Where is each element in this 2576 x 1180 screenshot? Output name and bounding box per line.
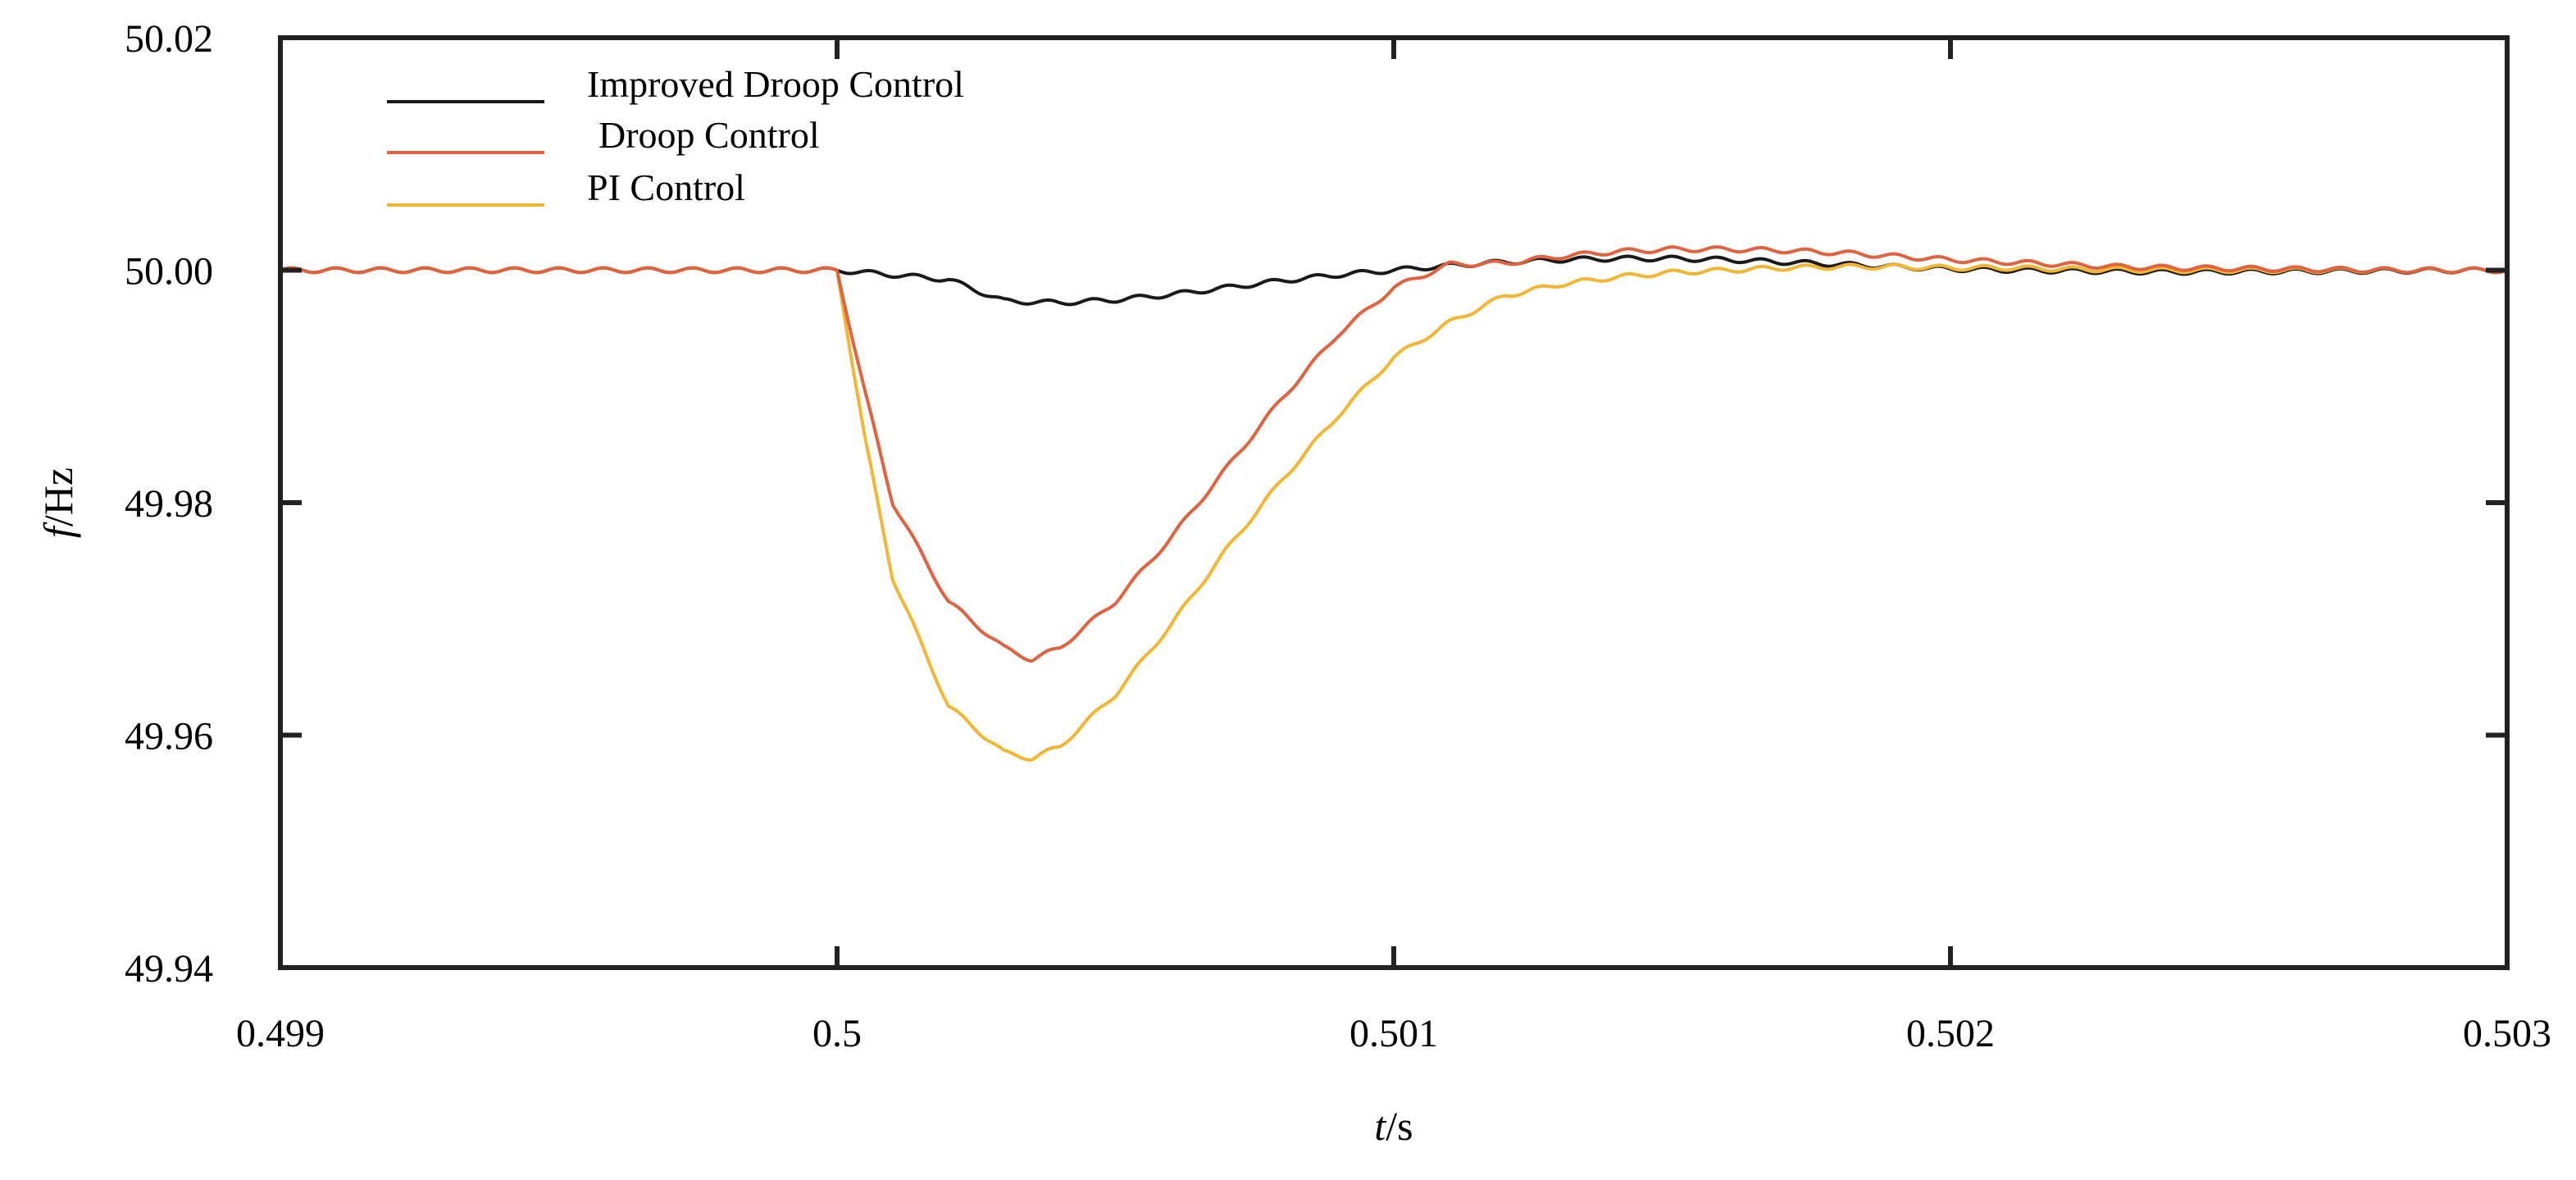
series-line-improved-droop-control [280,254,2508,307]
legend: Improved Droop Control Droop Control PI Co… [387,63,964,208]
legend-label: PI Control [587,166,745,208]
series-layer [280,245,2508,762]
x-tick-label: 0.499 [236,1012,325,1055]
plot-frame [278,35,2510,970]
x-axis-label-symbol: t [1374,1103,1386,1149]
x-tick-label: 0.502 [1906,1012,1995,1055]
y-tick-label: 50.02 [125,17,213,61]
y-axis-label-unit: /Hz [35,467,81,526]
x-tick-label: 0.501 [1349,1012,1438,1055]
y-tick-label: 49.96 [125,715,213,759]
x-tick-label: 0.503 [2463,1012,2551,1055]
legend-label: Droop Control [598,114,820,156]
y-tick-label: 49.98 [125,482,213,526]
y-tick-label: 49.94 [125,947,213,991]
legend-label: Improved Droop Control [587,63,964,105]
x-axis-label: t/s [1374,1103,1413,1149]
x-axis-label-unit: /s [1386,1103,1413,1149]
x-tick-label: 0.5 [812,1012,862,1055]
y-tick-label: 50.00 [125,250,213,294]
y-axis-label: f/Hz [35,467,81,538]
tick-layer: 0.499 0.5 0.501 0.502 0.503 49.94 49.96 49.98 50… [125,17,2551,1055]
series-line-pi-control [280,262,2508,762]
series-line-droop-control [280,245,2508,663]
